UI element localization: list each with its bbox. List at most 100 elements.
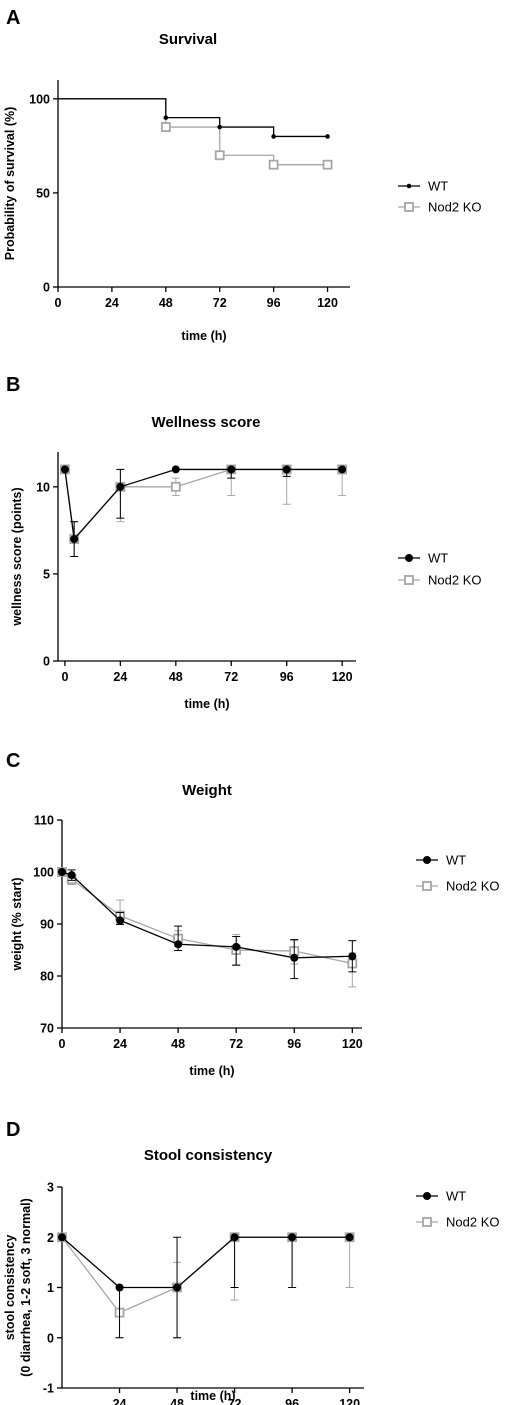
data-point — [230, 1233, 239, 1242]
y-tick-label: 100 — [29, 92, 50, 106]
chart-title: Wellness score — [152, 414, 261, 431]
x-tick-label: 0 — [59, 1037, 66, 1051]
legend-label: Nod2 KO — [446, 1215, 499, 1230]
x-tick-label: 24 — [113, 1397, 127, 1405]
legend-label: WT — [428, 551, 448, 566]
data-point — [232, 942, 241, 951]
series-line — [61, 1236, 350, 1289]
data-point — [116, 916, 125, 925]
legend-label: Nod2 KO — [428, 200, 481, 215]
series-wt — [58, 1233, 354, 1339]
series-line — [58, 98, 328, 138]
data-point — [171, 465, 180, 474]
series-nod2-ko — [60, 464, 348, 557]
x-tick-label: 0 — [61, 670, 68, 684]
data-point — [214, 150, 225, 161]
x-tick-label: 48 — [159, 296, 173, 310]
series-line — [64, 468, 343, 541]
x-tick-label: 96 — [285, 1397, 299, 1405]
chart-title: Stool consistency — [144, 1147, 273, 1164]
series-wt — [60, 465, 347, 557]
data-point — [338, 465, 347, 474]
series-line — [64, 468, 343, 541]
legend-label: WT — [446, 853, 466, 868]
series-wt — [58, 868, 357, 980]
y-axis-label-line: stool consistency — [3, 1235, 17, 1341]
data-point — [160, 122, 171, 132]
data-point — [70, 535, 79, 544]
data-point — [268, 159, 279, 170]
x-tick-label: 96 — [280, 670, 294, 684]
y-axis-label: stool consistency (0 diarrhea, 1-2 soft, … — [3, 1198, 33, 1377]
data-point — [325, 134, 330, 139]
x-tick-label: 48 — [171, 1037, 185, 1051]
chart-title: Survival — [159, 31, 217, 48]
y-tick-label: 110 — [34, 814, 54, 828]
legend-entry: WT — [416, 1189, 466, 1204]
x-tick-label: 96 — [287, 1037, 301, 1051]
series-nod2-ko — [57, 867, 358, 988]
legend-entry: Nod2 KO — [398, 573, 481, 588]
y-tick-label: 100 — [33, 866, 54, 880]
panel-label: B — [6, 374, 20, 396]
legend-entry: Nod2 KO — [398, 200, 481, 215]
x-axis-label: time (h) — [190, 1389, 235, 1403]
y-tick-label: 0 — [43, 655, 50, 669]
panel-c: C Weight 70 80 90 100 110 0 24 48 72 96 120 time (h) w… — [6, 750, 499, 1078]
x-tick-label: 72 — [224, 670, 238, 684]
x-tick-label: 96 — [267, 296, 281, 310]
data-point — [115, 1283, 124, 1292]
x-tick-label: 0 — [55, 296, 62, 310]
series-line — [61, 871, 353, 959]
y-tick-label: -1 — [43, 1382, 54, 1396]
data-point — [345, 1233, 354, 1242]
y-axis-label: weight (% start) — [10, 877, 24, 971]
data-point — [322, 159, 333, 170]
x-tick-label: 24 — [113, 670, 127, 684]
y-axis-label-line: wellness score (points) — [10, 487, 24, 626]
x-tick-label: 48 — [170, 1397, 184, 1405]
panel-label: A — [6, 7, 20, 29]
data-point — [173, 1283, 182, 1292]
legend-entry: WT — [416, 853, 466, 868]
legend-label: Nod2 KO — [446, 879, 499, 894]
x-tick-label: 72 — [228, 1397, 242, 1405]
data-point — [227, 465, 236, 474]
legend-label: WT — [446, 1189, 466, 1204]
legend-marker — [422, 881, 432, 891]
panel-label: C — [6, 750, 20, 772]
y-tick-label: 5 — [43, 567, 50, 581]
series-line — [58, 98, 328, 166]
series-nod2-ko — [57, 1232, 355, 1339]
legend-marker — [423, 856, 431, 864]
legend-marker — [423, 1192, 431, 1200]
series-wt — [58, 98, 330, 139]
series-line — [61, 871, 353, 965]
y-axis-label-line: weight (% start) — [10, 877, 24, 971]
x-tick-label: 48 — [169, 670, 183, 684]
data-point — [163, 115, 169, 120]
data-point — [67, 871, 76, 880]
x-tick-label: 72 — [229, 1037, 243, 1051]
y-axis-label: Probability of survival (%) — [3, 107, 17, 261]
y-axis-label-line: Probability of survival (%) — [3, 107, 17, 261]
legend-marker — [405, 554, 413, 562]
x-axis-label: time (h) — [189, 1064, 234, 1078]
x-tick-label: 120 — [342, 1037, 363, 1051]
y-tick-label: 80 — [40, 970, 54, 984]
legend-marker — [404, 575, 414, 585]
x-tick-label: 72 — [213, 296, 227, 310]
data-point — [288, 1233, 297, 1242]
y-tick-label: 0 — [43, 281, 50, 295]
x-tick-label: 120 — [332, 670, 353, 684]
y-axis-label-line: (0 diarrhea, 1-2 soft, 3 normal) — [19, 1198, 33, 1377]
panel-a: A Survival 0 50 100 0 24 48 72 96 120 time (h) Proba… — [3, 7, 481, 343]
y-tick-label: 3 — [47, 1181, 54, 1195]
legend-label: WT — [428, 179, 448, 194]
data-point — [217, 124, 223, 130]
data-point — [271, 134, 276, 139]
legend-label: Nod2 KO — [428, 573, 481, 588]
x-tick-label: 120 — [317, 296, 338, 310]
data-point — [170, 481, 181, 492]
